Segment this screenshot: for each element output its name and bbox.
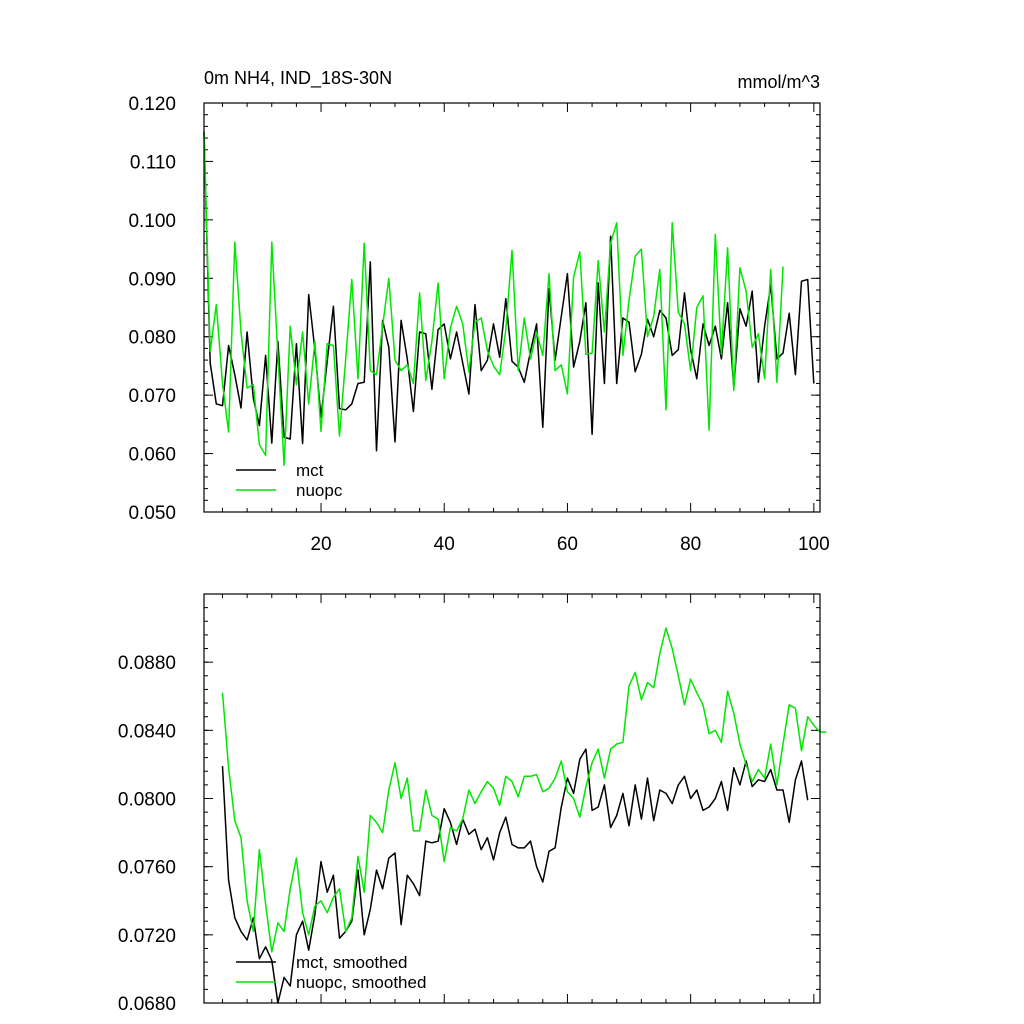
top-x-tick-label: 20 bbox=[310, 534, 331, 555]
top-y-tick-label: 0.090 bbox=[128, 269, 176, 290]
bottom-y-tick-label: 0.0680 bbox=[118, 994, 176, 1015]
top-y-tick-label: 0.100 bbox=[128, 211, 176, 232]
top-y-tick-label: 0.050 bbox=[128, 503, 176, 524]
bottom-series-nuopc-smoothed-line bbox=[221, 627, 827, 953]
top-y-tick-label: 0.060 bbox=[128, 445, 176, 466]
top-chart-legend: mct nuopc bbox=[236, 461, 343, 500]
top-y-tick-label: 0.110 bbox=[130, 152, 176, 173]
top-chart-frame bbox=[203, 102, 821, 513]
bottom-y-tick-label: 0.0840 bbox=[118, 721, 176, 742]
bottom-y-tick-label: 0.0800 bbox=[118, 790, 176, 811]
top-chart-units: mmol/m^3 bbox=[738, 72, 820, 92]
bottom-y-tick-label: 0.0880 bbox=[118, 653, 176, 674]
top-x-tick-label: 60 bbox=[557, 534, 578, 555]
top-y-tick-label: 0.080 bbox=[128, 328, 176, 349]
bottom-y-tick-label: 0.0720 bbox=[118, 926, 176, 947]
bottom-chart-panel: 0.0680 0.0720 0.0760 0.0800 0.0840 0.0880 mct… bbox=[118, 593, 827, 1015]
top-x-tick-label: 100 bbox=[798, 534, 830, 555]
bottom-y-tick-label: 0.0760 bbox=[118, 858, 176, 879]
legend-label-mct-smoothed: mct, smoothed bbox=[296, 953, 408, 972]
bottom-series-mct-smoothed-line bbox=[221, 748, 809, 1004]
legend-label-nuopc-smoothed: nuopc, smoothed bbox=[296, 973, 426, 992]
bottom-chart-frame bbox=[203, 593, 821, 1004]
top-chart-panel: 0m NH4, IND_18S-30N mmol/m^3 20 40 60 80 100… bbox=[128, 68, 829, 555]
top-x-tick-label: 80 bbox=[680, 534, 701, 555]
bottom-chart-legend: mct, smoothed nuopc, smoothed bbox=[236, 953, 426, 992]
top-chart-title: 0m NH4, IND_18S-30N bbox=[204, 68, 392, 89]
top-x-tick-label: 40 bbox=[434, 534, 455, 555]
top-y-tick-label: 0.070 bbox=[128, 386, 176, 407]
legend-label-mct: mct bbox=[296, 461, 324, 480]
legend-label-nuopc: nuopc bbox=[296, 481, 343, 500]
top-series-nuopc-line bbox=[203, 130, 784, 467]
top-y-tick-label: 0.120 bbox=[128, 94, 176, 115]
